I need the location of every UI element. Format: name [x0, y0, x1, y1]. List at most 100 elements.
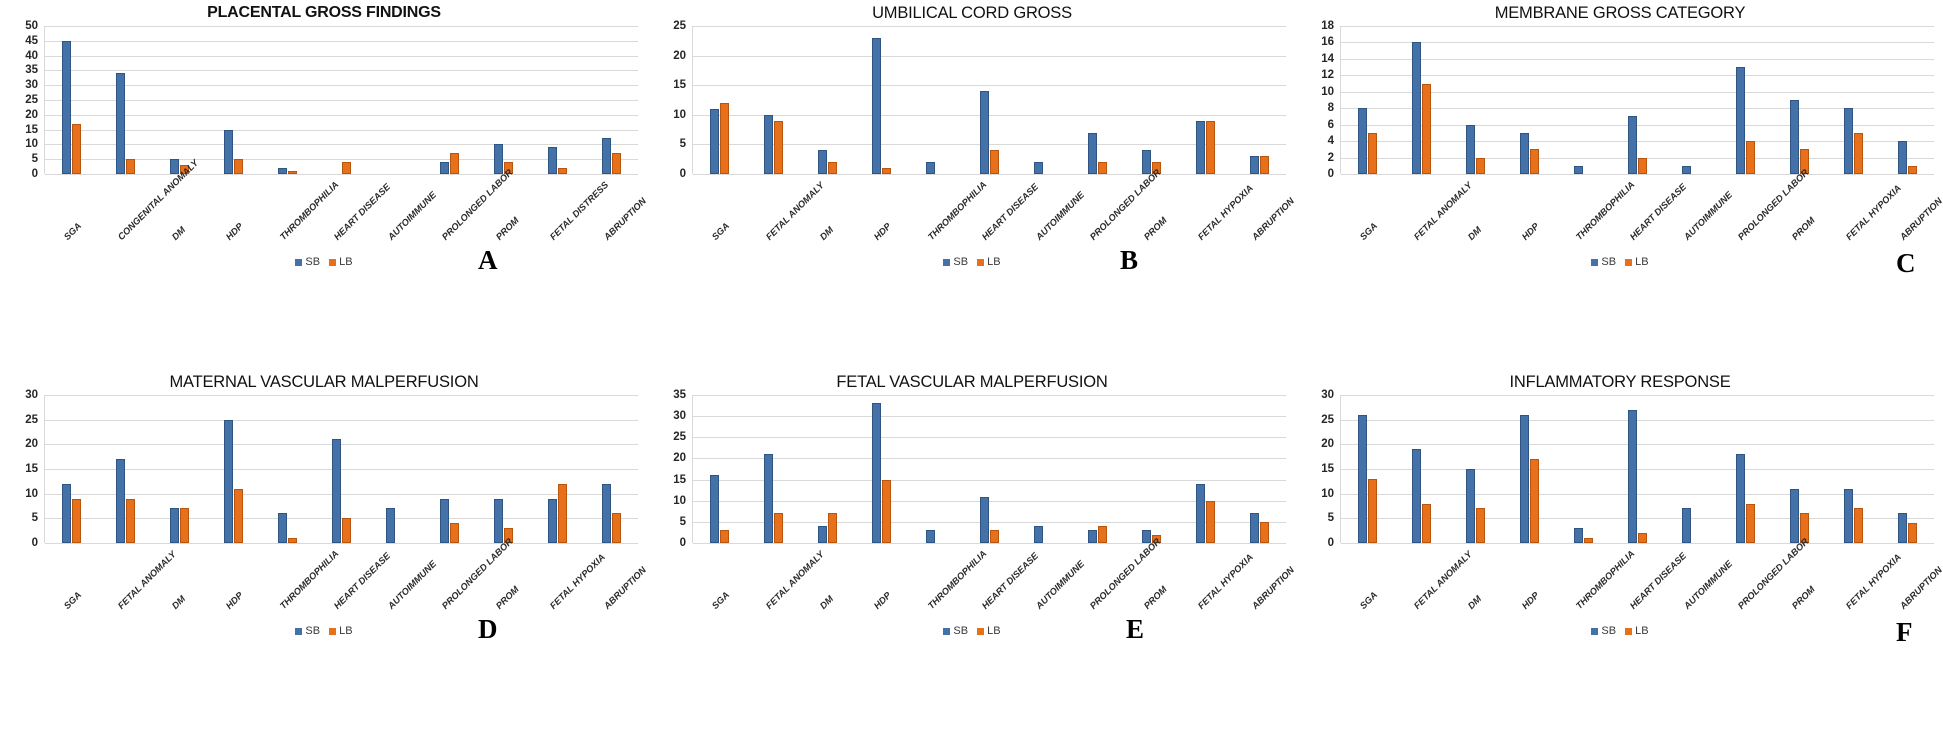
bar-sb	[493, 144, 503, 174]
bar-sb	[710, 108, 720, 174]
plot-canvas	[692, 26, 1286, 175]
x-axis-tick-label: PROM	[1789, 584, 1817, 611]
x-axis-tick-label: FETAL HYPOXIA	[1843, 551, 1903, 611]
legend-label: SB	[305, 256, 321, 268]
plot-area: 0 5 10 15 20 25 SGA FETAL ANOMALY DM HDP THROMBOPH…	[648, 20, 1296, 242]
bar-lb	[180, 508, 190, 543]
y-axis-tick-label: 0	[31, 537, 38, 549]
bar-lb	[1530, 149, 1540, 174]
y-axis-tick-label: 6	[1327, 118, 1334, 131]
y-axis-tick-label: 30	[673, 410, 686, 423]
gridline	[1341, 493, 1934, 495]
x-axis-tick-label: THROMBOPHILIA	[1573, 548, 1637, 611]
y-axis-tick-label: 0	[679, 537, 686, 549]
bar-lb	[557, 483, 567, 543]
gridline	[45, 493, 638, 495]
legend-item-sb[interactable]: SB	[943, 625, 968, 637]
bar-sb	[710, 475, 720, 543]
plot-canvas	[1340, 395, 1934, 544]
legend-swatch-sb-icon	[943, 627, 951, 635]
bar-lb	[72, 123, 82, 174]
bar-group	[747, 26, 801, 174]
x-axis-tick-label: ABRUPTION	[1249, 195, 1297, 242]
y-axis-tick-label: 35	[25, 64, 38, 77]
chart-legend: SB LB	[0, 625, 648, 637]
bar-group	[1124, 395, 1178, 543]
bar-sb	[872, 37, 882, 174]
x-axis-tick-label: DM	[169, 593, 188, 611]
panel-letter: D	[478, 614, 498, 644]
bar-lb	[234, 488, 244, 543]
x-axis-tick-label: HDP	[223, 590, 245, 611]
x-axis-tick-label: AUTOIMMUNE	[1033, 558, 1087, 611]
legend-swatch-sb-icon	[1591, 627, 1599, 635]
bar-group	[1070, 26, 1124, 174]
bar-lb	[720, 530, 730, 543]
x-axis-tick-label: THROMBOPHILIA	[1573, 179, 1637, 242]
chart-legend: SB LB	[0, 256, 648, 268]
y-axis-tick-label: 14	[1321, 52, 1334, 65]
bar-sb	[1735, 67, 1745, 174]
legend-item-sb[interactable]: SB	[943, 256, 968, 268]
legend-item-lb[interactable]: LB	[329, 256, 353, 268]
bar-lb	[1205, 500, 1215, 543]
legend-item-lb[interactable]: LB	[977, 256, 1001, 268]
gridline	[1341, 518, 1934, 520]
x-axis-tick-label: DM	[169, 224, 188, 242]
gridline	[1341, 58, 1934, 60]
chart-panel-f: INFLAMMATORY RESPONSE 0 5 10 15 20 25 30 SGA FETA…	[1296, 369, 1943, 738]
bar-sb	[1520, 132, 1530, 174]
bar-sb	[1141, 530, 1151, 543]
gridline	[1341, 419, 1934, 421]
gridline	[45, 518, 638, 520]
bar-group	[1449, 395, 1503, 543]
gridline	[693, 437, 1286, 439]
bar-sb	[278, 168, 288, 174]
y-axis-tick-label: 0	[1327, 168, 1334, 180]
legend-item-sb[interactable]: SB	[295, 256, 320, 268]
bar-lb	[449, 523, 459, 543]
chart-title: UMBILICAL CORD GROSS	[872, 4, 1072, 22]
bar-sb	[1466, 469, 1476, 543]
bar-lb	[341, 162, 351, 174]
y-axis: 0 5 10 15 20 25 30	[8, 389, 42, 549]
legend-item-lb[interactable]: LB	[1625, 256, 1649, 268]
bar-sb	[979, 496, 989, 543]
bar-group	[207, 395, 261, 543]
gridline	[693, 543, 1286, 544]
x-axis-tick-label: SGA	[61, 220, 84, 242]
legend-swatch-sb-icon	[1591, 258, 1599, 266]
legend-item-sb[interactable]: SB	[1591, 256, 1616, 268]
legend-item-sb[interactable]: SB	[1591, 625, 1616, 637]
bar-group	[153, 26, 207, 174]
bar-group	[422, 26, 476, 174]
bar-lb	[1422, 83, 1432, 174]
x-axis-tick-label: FETAL DISTRESS	[547, 179, 611, 242]
bar-lb	[1799, 513, 1809, 543]
x-axis-tick-label: FETAL ANOMALY	[763, 180, 826, 242]
y-axis-tick-label: 25	[25, 94, 38, 106]
bar-sb	[1195, 483, 1205, 543]
legend-item-sb[interactable]: SB	[295, 625, 320, 637]
legend-item-lb[interactable]: LB	[329, 625, 353, 637]
bar-group	[207, 26, 261, 174]
gridline	[45, 395, 638, 396]
x-axis-tick-label: FETAL HYPOXIA	[547, 551, 607, 611]
chart-legend: SB LB	[648, 625, 1296, 637]
bar-group	[747, 395, 801, 543]
panel-letter: E	[1126, 614, 1145, 644]
bar-sb	[1033, 526, 1043, 543]
bar-sb	[1249, 156, 1259, 174]
bar-group	[1178, 26, 1232, 174]
gridline	[1341, 543, 1934, 544]
bar-group-container	[1341, 395, 1934, 543]
legend-item-lb[interactable]: LB	[977, 625, 1001, 637]
bar-group	[584, 395, 638, 543]
bar-group	[1178, 395, 1232, 543]
legend-item-lb[interactable]: LB	[1625, 625, 1649, 637]
y-axis-tick-label: 30	[25, 389, 38, 401]
legend-label: SB	[953, 625, 969, 637]
bar-lb	[1637, 157, 1647, 174]
x-axis-tick-label: PROM	[1141, 215, 1169, 242]
bar-sb	[764, 454, 774, 543]
